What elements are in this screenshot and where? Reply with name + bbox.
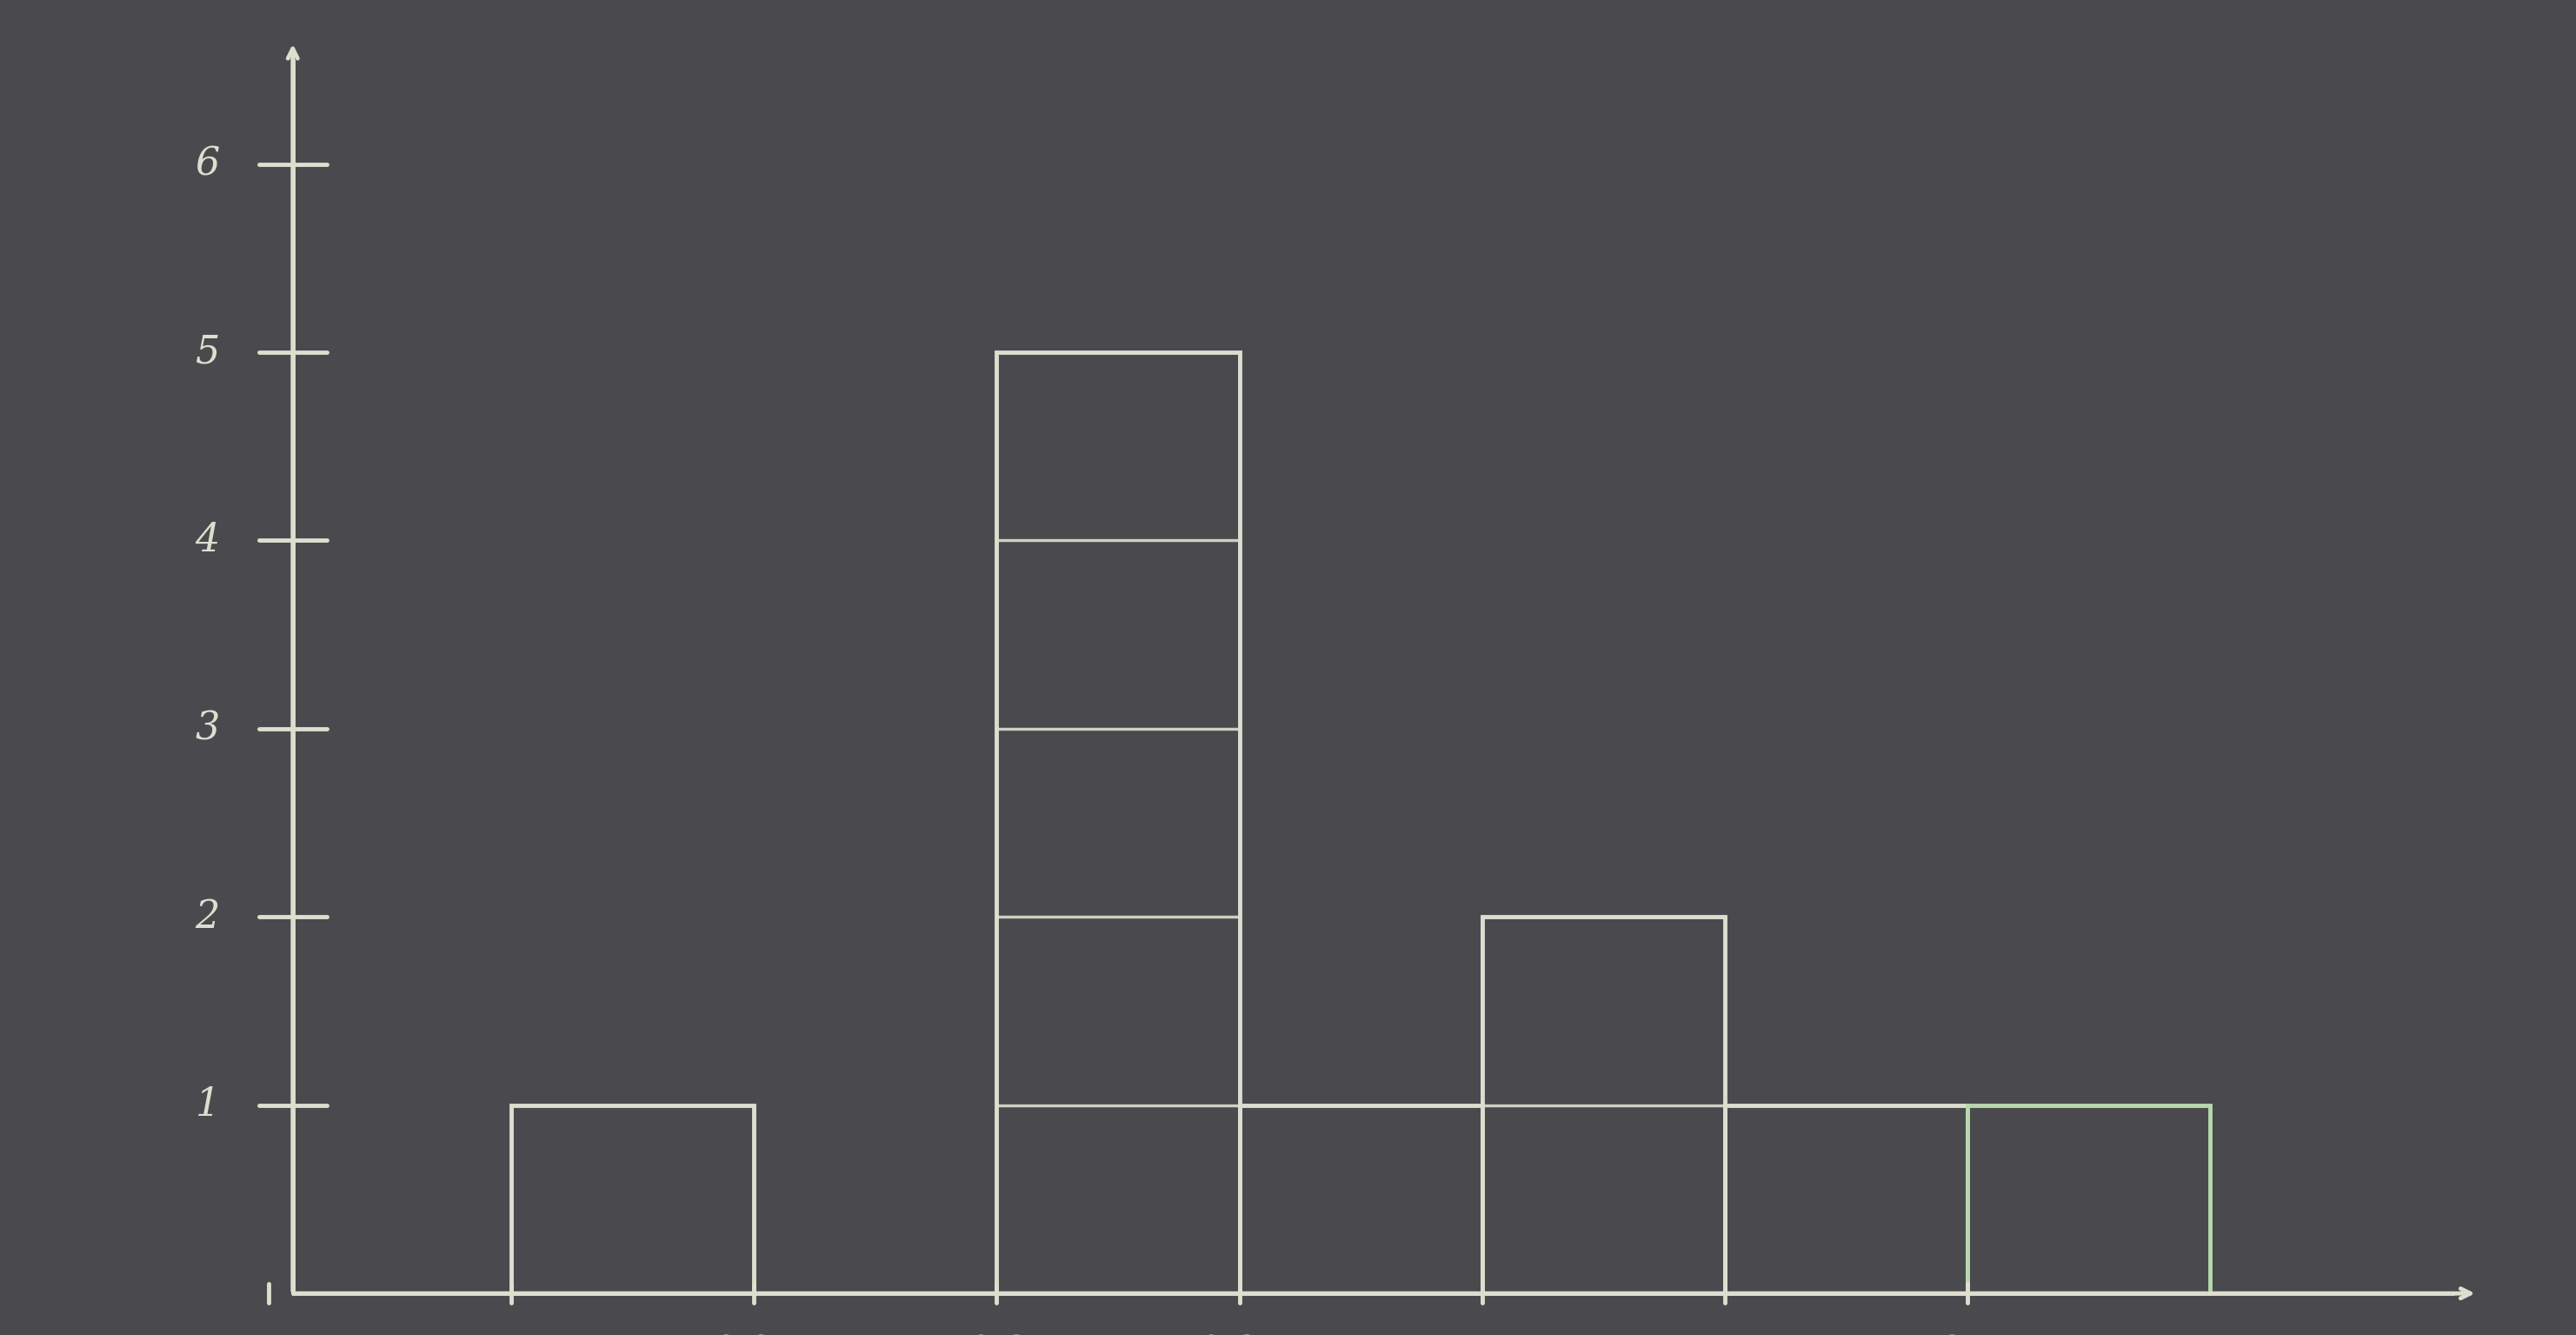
Text: 3: 3	[196, 710, 219, 748]
Bar	[1726, 1105, 1968, 1294]
Text: 1: 1	[196, 1087, 219, 1124]
Text: 4: 4	[196, 522, 219, 559]
Bar	[1239, 1105, 1481, 1294]
Bar	[510, 1105, 755, 1294]
Text: 2: 2	[196, 898, 219, 936]
Text: 6: 6	[196, 146, 219, 183]
Bar	[997, 352, 1239, 1294]
Text: 5: 5	[196, 334, 219, 371]
Bar	[1968, 1105, 2210, 1294]
Bar	[1481, 917, 1726, 1294]
